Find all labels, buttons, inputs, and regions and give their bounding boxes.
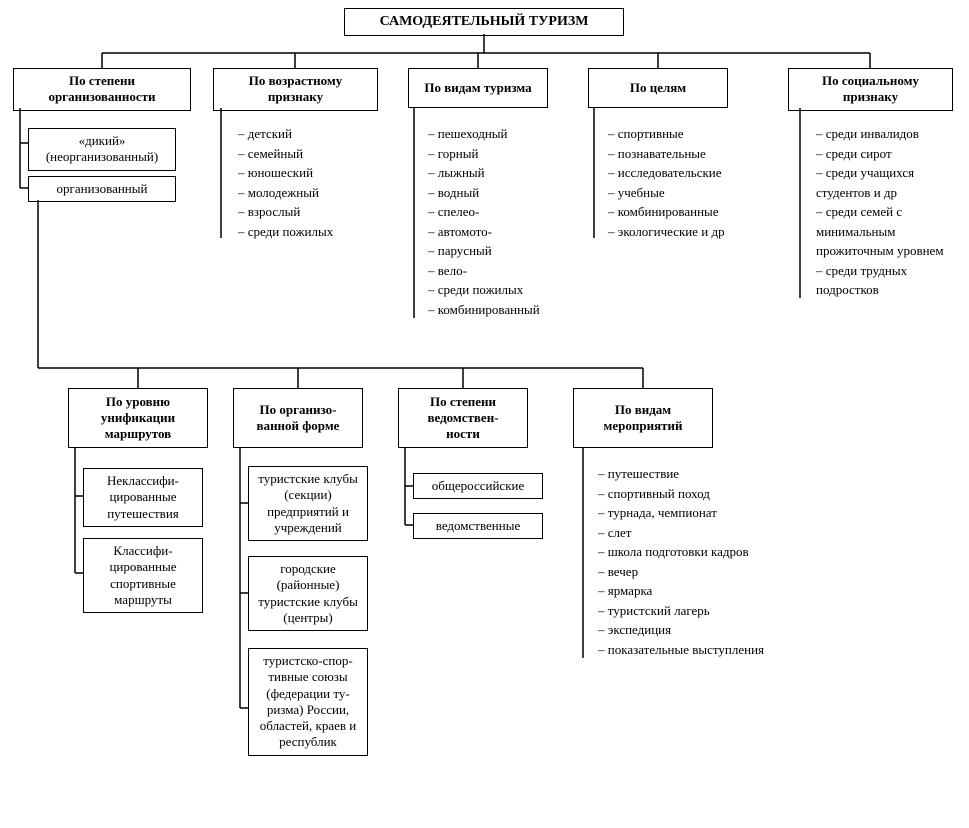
unif-sub-1: Классифи- цированные спортивные маршруты	[83, 538, 203, 613]
branch-goals-header: По целям	[588, 68, 728, 108]
branch-types-header: По видам туризма	[408, 68, 548, 108]
org-sub-wild: «дикий» (неорганизованный)	[28, 128, 176, 171]
form-sub-0: туристские клубы (секции) предприятий и …	[248, 466, 368, 541]
types-list: пешеходный горный лыжный водный спелео- …	[418, 120, 578, 323]
tourism-hierarchy-diagram: САМОДЕЯТЕЛЬНЫЙ ТУРИЗМ По степени организ…	[8, 8, 961, 820]
age-list: детский семейный юношеский молодежный вз…	[228, 120, 388, 245]
unif-sub-0: Неклассифи- цированные путешествия	[83, 468, 203, 527]
root-title: САМОДЕЯТЕЛЬНЫЙ ТУРИЗМ	[344, 8, 624, 36]
branch-form-header: По организо- ванной форме	[233, 388, 363, 448]
branch-age-header: По возрастному признаку	[213, 68, 378, 111]
branch-unification-header: По уровню унификации маршрутов	[68, 388, 208, 448]
branch-social-header: По социальному признаку	[788, 68, 953, 111]
social-list: среди инвалидов среди сирот среди учащих…	[806, 120, 961, 304]
goals-list: спортивные познавательные исследовательс…	[598, 120, 778, 245]
dept-sub-0: общероссийские	[413, 473, 543, 499]
branch-org-header: По степени организованности	[13, 68, 191, 111]
form-sub-2: туристско-спор- тивные союзы (федерации …	[248, 648, 368, 756]
events-list: путешествие спортивный поход турнада, че…	[588, 460, 828, 663]
form-sub-1: городские (районные) туристские клубы (ц…	[248, 556, 368, 631]
org-sub-organized: организованный	[28, 176, 176, 202]
dept-sub-1: ведомственные	[413, 513, 543, 539]
branch-events-header: По видам мероприятий	[573, 388, 713, 448]
branch-dept-header: По степени ведомствен- ности	[398, 388, 528, 448]
